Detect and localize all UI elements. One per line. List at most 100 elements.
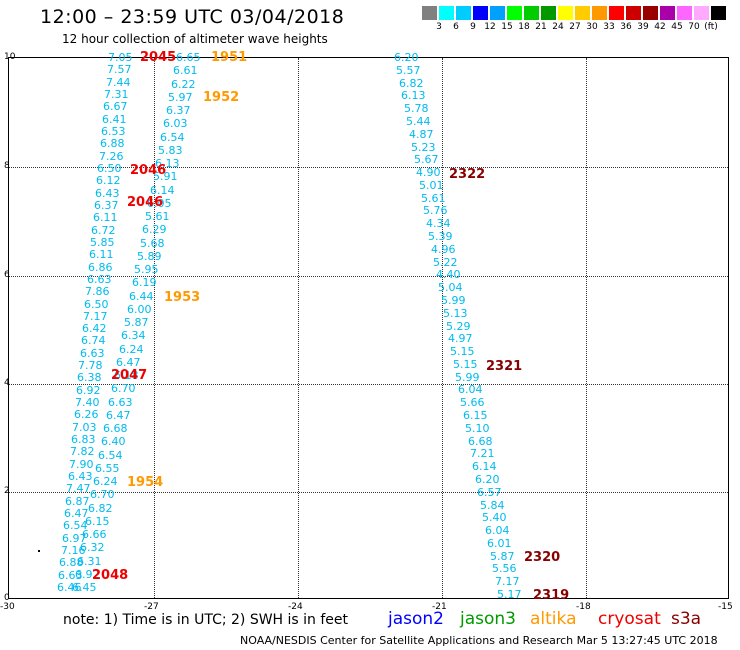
track-c-value: 5.29: [446, 320, 471, 333]
track-a-value: 7.17: [83, 310, 108, 323]
track-b-value: 6.19: [132, 276, 157, 289]
track-a-value: 6.53: [101, 125, 126, 138]
scale-label: 33: [603, 22, 615, 32]
track-c-value: 6.68: [468, 435, 493, 448]
track-c-value: 6.01: [487, 537, 512, 550]
track-a-value: 6.50: [97, 162, 122, 175]
track-a-value: 7.40: [75, 396, 100, 409]
track-a-value: 6.54: [63, 519, 88, 532]
track-a-value: 7.44: [106, 76, 131, 89]
track-c-value: 5.87: [490, 550, 515, 563]
legend-altika: altika: [530, 609, 577, 629]
track-a-value: 6.43: [95, 187, 120, 200]
track-b-value: 6.66: [82, 528, 107, 541]
time-label-1952: 1952: [203, 90, 240, 105]
track-a-value: 7.26: [99, 150, 124, 163]
track-b-value: 6.47: [116, 356, 141, 369]
track-a-value: 6.63: [58, 569, 83, 582]
track-c-value: 5.40: [482, 511, 507, 524]
track-b-value: 6.18: [114, 369, 139, 382]
time-label-2048: 2048: [92, 568, 129, 583]
track-c-value: 5.78: [404, 102, 429, 115]
time-label-1953: 1953: [164, 290, 201, 305]
footer-credit: NOAA/NESDIS Center for Satellite Applica…: [240, 634, 718, 647]
scale-label: 18: [518, 22, 530, 32]
scale-swatch: [507, 6, 522, 20]
track-b-value: 6.92: [75, 568, 100, 581]
chart-subtitle: 12 hour collection of altimeter wave hei…: [62, 32, 328, 46]
scale-label: 36: [620, 22, 632, 32]
track-b-value: 6.65: [176, 51, 201, 64]
scale-swatch: [439, 6, 454, 20]
scale-label: 24: [552, 22, 564, 32]
track-b-value: 6.40: [101, 435, 126, 448]
track-b-value: 6.63: [108, 396, 133, 409]
track-c-value: 5.56: [492, 562, 517, 575]
track-c-value: 6.57: [477, 486, 502, 499]
track-c-value: 5.17: [497, 588, 522, 601]
scale-swatch: [422, 6, 437, 20]
scale-swatch: [558, 6, 573, 20]
track-b-value: 6.29: [142, 223, 167, 236]
track-a-value: 6.47: [64, 507, 89, 520]
scale-label: 21: [535, 22, 547, 32]
time-label-1951: 1951: [211, 50, 248, 65]
grid-line-lat-8: [9, 167, 728, 168]
track-a-value: 7.90: [69, 458, 94, 471]
time-label-2322: 2322: [449, 167, 486, 182]
track-c-value: 5.61: [421, 192, 446, 205]
track-a-value: 6.26: [74, 408, 99, 421]
track-c-value: 5.01: [419, 179, 444, 192]
track-a-value: 7.78: [78, 359, 103, 372]
track-b-value: 5.89: [137, 250, 162, 263]
track-c-value: 5.39: [428, 230, 453, 243]
scale-swatch: [541, 6, 556, 20]
track-b-value: 6.44: [129, 290, 154, 303]
track-b-value: 6.70: [111, 382, 136, 395]
track-a-value: 6.46: [57, 581, 82, 594]
track-b-value: 6.47: [106, 409, 131, 422]
track-c-value: 7.21: [470, 447, 495, 460]
scale-label: 6: [453, 22, 459, 32]
y-tick-2: 2: [4, 486, 10, 496]
time-label-2046-a: 2046: [130, 163, 167, 178]
track-b-value: 6.15: [85, 515, 110, 528]
track-b-value: 6.37: [166, 104, 191, 117]
track-a-value: 6.43: [68, 470, 93, 483]
y-tick-8: 8: [4, 161, 10, 171]
track-c-value: 4.90: [416, 166, 441, 179]
track-c-value: 5.04: [438, 281, 463, 294]
track-a-value: 6.87: [65, 495, 90, 508]
track-b-value: 6.82: [88, 502, 113, 515]
scale-swatch: [677, 6, 692, 20]
time-label-1954: 1954: [127, 475, 164, 490]
track-c-value: 5.67: [414, 153, 439, 166]
scale-swatch: [490, 6, 505, 20]
track-a-value: 6.38: [77, 371, 102, 384]
track-c-value: 5.22: [433, 256, 458, 269]
track-c-value: 5.57: [396, 64, 421, 77]
track-c-value: 5.23: [411, 141, 436, 154]
track-a-value: 6.50: [84, 298, 109, 311]
time-label-2046-b: 2046: [127, 195, 164, 210]
track-b-value: 6.05: [147, 197, 172, 210]
track-b-value: 5.91: [153, 170, 178, 183]
scale-label: 39: [637, 22, 649, 32]
x-tick-minus-15: -15: [718, 602, 733, 612]
track-c-value: 6.82: [399, 77, 424, 90]
track-a-value: 6.92: [76, 384, 101, 397]
scale-label: 9: [470, 22, 476, 32]
time-label-2047: 2047: [111, 368, 148, 383]
scale-label: 27: [569, 22, 581, 32]
grid-line-lat-2: [9, 492, 728, 493]
track-b-value: 6.54: [160, 131, 185, 144]
grid-line-lat-4: [9, 384, 728, 385]
scale-swatch: [660, 6, 675, 20]
scale-label: 3: [436, 22, 442, 32]
track-c-value: 5.84: [480, 499, 505, 512]
track-c-value: 7.17: [495, 575, 520, 588]
track-c-value: 5.66: [460, 396, 485, 409]
track-a-value: 6.11: [93, 211, 118, 224]
scale-swatch: [694, 6, 709, 20]
x-tick-minus-27: -27: [144, 602, 159, 612]
